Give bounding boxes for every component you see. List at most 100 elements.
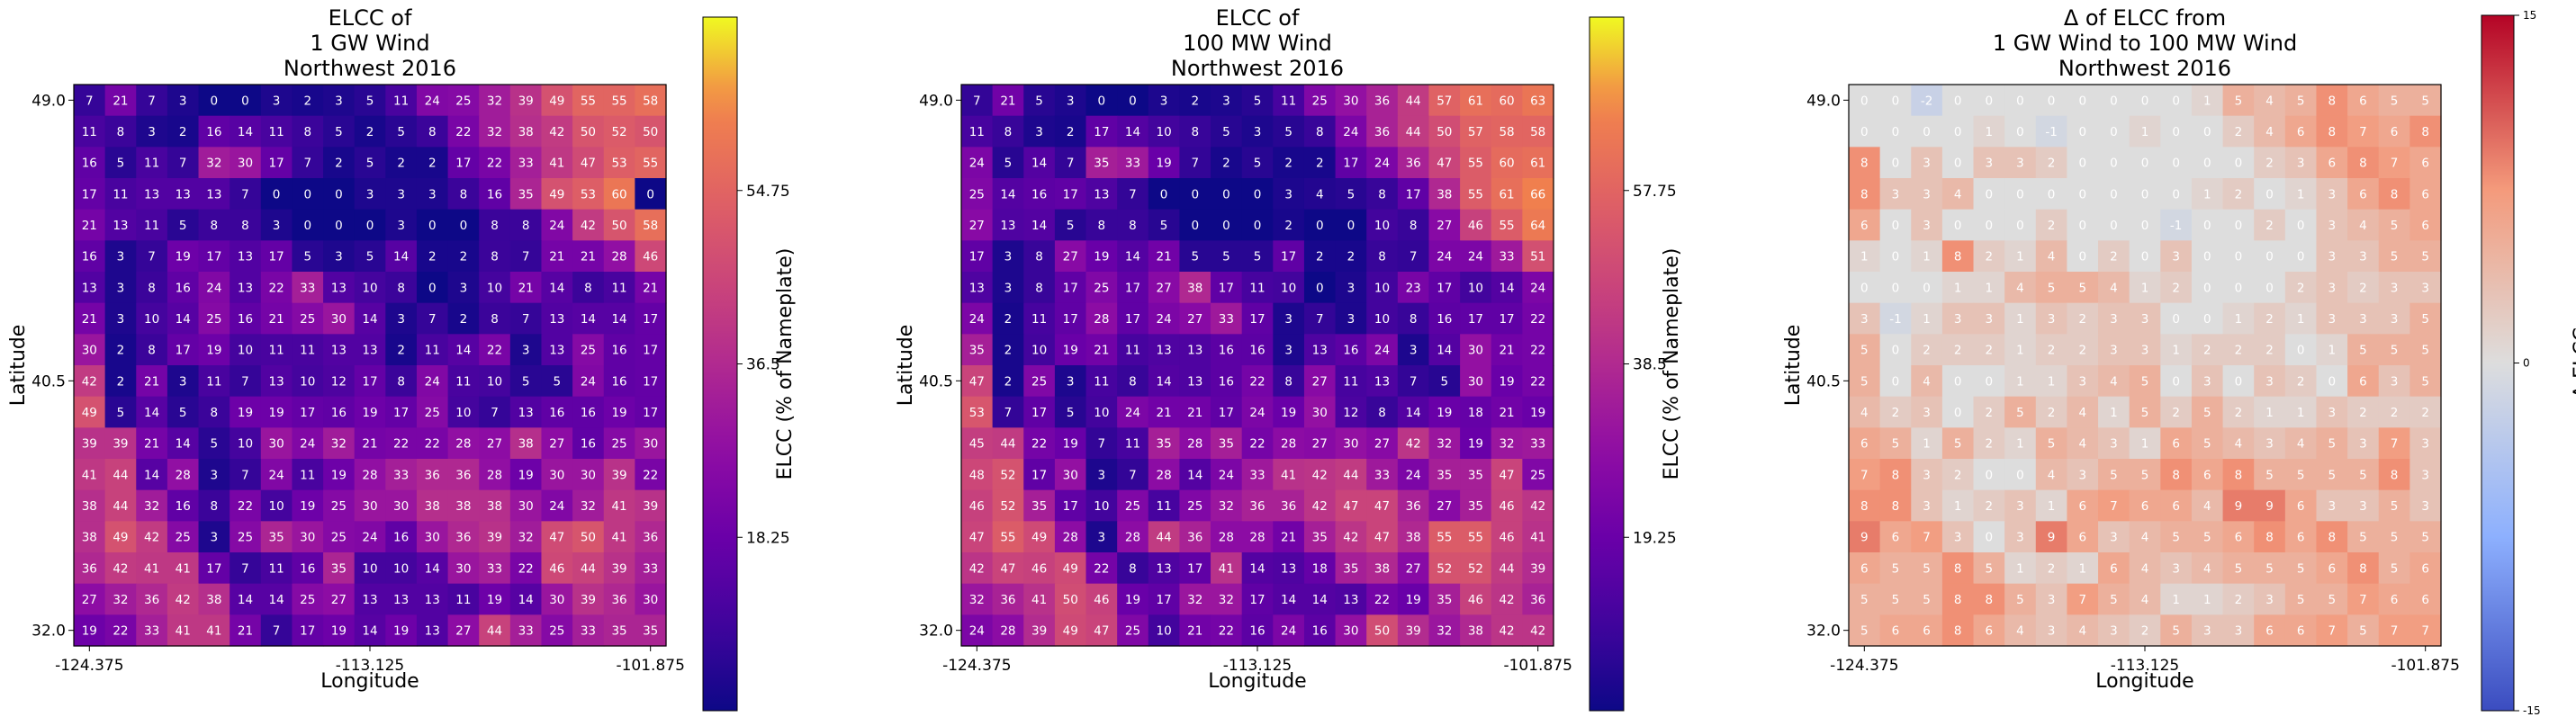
cell-value-label: 5 [2141,406,2149,420]
cell-value-label: 4 [2265,94,2274,108]
heatmap-cell [1879,459,1912,491]
heatmap-cell [1273,521,1305,553]
heatmap-cell [1879,489,1912,522]
cell-value-label: 9 [1860,531,1869,545]
heatmap-cell [2316,365,2348,398]
cell-value-label: 30 [549,468,564,482]
heatmap-cell [1148,209,1181,241]
cell-value-label: 2 [2048,561,2056,576]
cell-value-label: 7 [148,250,156,264]
cell-value-label: 24 [1530,281,1545,295]
cell-value-label: 22 [487,157,502,171]
cell-value-label: 8 [1098,219,1106,233]
cell-value-label: 5 [2391,219,2399,233]
heatmap-cell [635,209,667,241]
cell-value-label: 17 [1094,125,1109,139]
heatmap-cell [74,583,106,615]
heatmap-cell [416,365,449,398]
cell-value-label: 21 [1000,94,1015,108]
cell-value-label: 8 [2328,125,2336,139]
heatmap-cell [1428,115,1461,148]
heatmap-cell [2035,147,2068,179]
heatmap-cell [603,396,635,428]
heatmap-cell [2004,396,2037,428]
heatmap-cell [1366,147,1399,179]
heatmap-cell [1241,115,1274,148]
cell-value-label: 28 [1000,624,1015,639]
cell-value-label: 7 [2421,624,2429,639]
cell-value-label: 13 [331,281,347,295]
heatmap-cell [416,427,449,460]
cell-value-label: 7 [428,312,437,327]
heatmap-cell [1335,459,1367,491]
cell-value-label: 6 [2297,531,2305,545]
heatmap-cell [635,302,667,335]
cell-value-label: 2 [117,374,125,389]
heatmap-cell [2347,240,2380,273]
cell-value-label: 8 [491,250,499,264]
cell-value-label: 38 [82,499,97,514]
heatmap-cell [447,583,480,615]
cell-value-label: 3 [2110,344,2118,358]
heatmap-cell [1117,489,1149,522]
cell-value-label: 2 [2297,374,2305,389]
cell-value-label: 8 [1954,561,1962,576]
x-tick-label: -113.125 [2111,657,2179,675]
heatmap-cell [2347,396,2380,428]
heatmap-cell [2191,489,2224,522]
heatmap-cell [603,427,635,460]
cell-value-label: 6 [1860,437,1869,452]
heatmap-cell [1211,334,1243,366]
heatmap-cell [1179,552,1211,585]
heatmap-cell [2409,614,2442,647]
cell-value-label: 3 [397,187,405,202]
cell-value-label: 7 [1004,406,1013,420]
cell-value-label: 7 [241,468,249,482]
heatmap-cell [1428,209,1461,241]
cell-value-label: 6 [2172,499,2180,514]
heatmap-cell [1428,147,1461,179]
cell-value-label: 14 [269,593,284,607]
cell-value-label: 8 [1892,499,1900,514]
cell-value-label: 0 [335,187,343,202]
heatmap-cell [2254,209,2286,241]
heatmap-cell [2098,459,2130,491]
cell-value-label: 0 [2078,250,2086,264]
cell-value-label: 8 [2172,468,2180,482]
heatmap-cell [230,115,262,148]
cell-value-label: 13 [549,312,564,327]
heatmap-cell [479,365,511,398]
cell-value-label: 0 [1860,94,1869,108]
cell-value-label: 7 [2391,157,2399,171]
heatmap-cell [961,396,994,428]
cell-value-label: 5 [1254,94,1262,108]
cell-value-label: 16 [176,281,191,295]
heatmap-cell [354,85,386,117]
heatmap-cell [2035,209,2068,241]
heatmap-cell [74,334,106,366]
heatmap-cell [1522,365,1554,398]
cell-value-label: 0 [428,219,437,233]
heatmap-cell [572,365,605,398]
cell-value-label: 50 [581,531,596,545]
heatmap-cell [104,396,137,428]
cell-value-label: 4 [2297,437,2305,452]
heatmap-cell [385,209,418,241]
heatmap-cell [385,614,418,647]
cell-value-label: 42 [176,593,191,607]
heatmap-cell [447,115,480,148]
heatmap-cell [1211,178,1243,211]
y-tick-label: 40.5 [1806,372,1841,390]
heatmap-cell [509,302,543,335]
cell-value-label: 11 [113,187,128,202]
heatmap-cell [2129,147,2161,179]
heatmap-cell [1460,272,1492,304]
cell-value-label: 24 [1249,406,1265,420]
cell-value-label: 0 [2016,468,2024,482]
cell-value-label: 6 [2235,531,2243,545]
cell-value-label: 16 [206,125,221,139]
cell-value-label: 11 [300,468,315,482]
cell-value-label: 60 [1499,94,1514,108]
heatmap-cell [1973,334,2005,366]
heatmap-cell [1241,365,1274,398]
